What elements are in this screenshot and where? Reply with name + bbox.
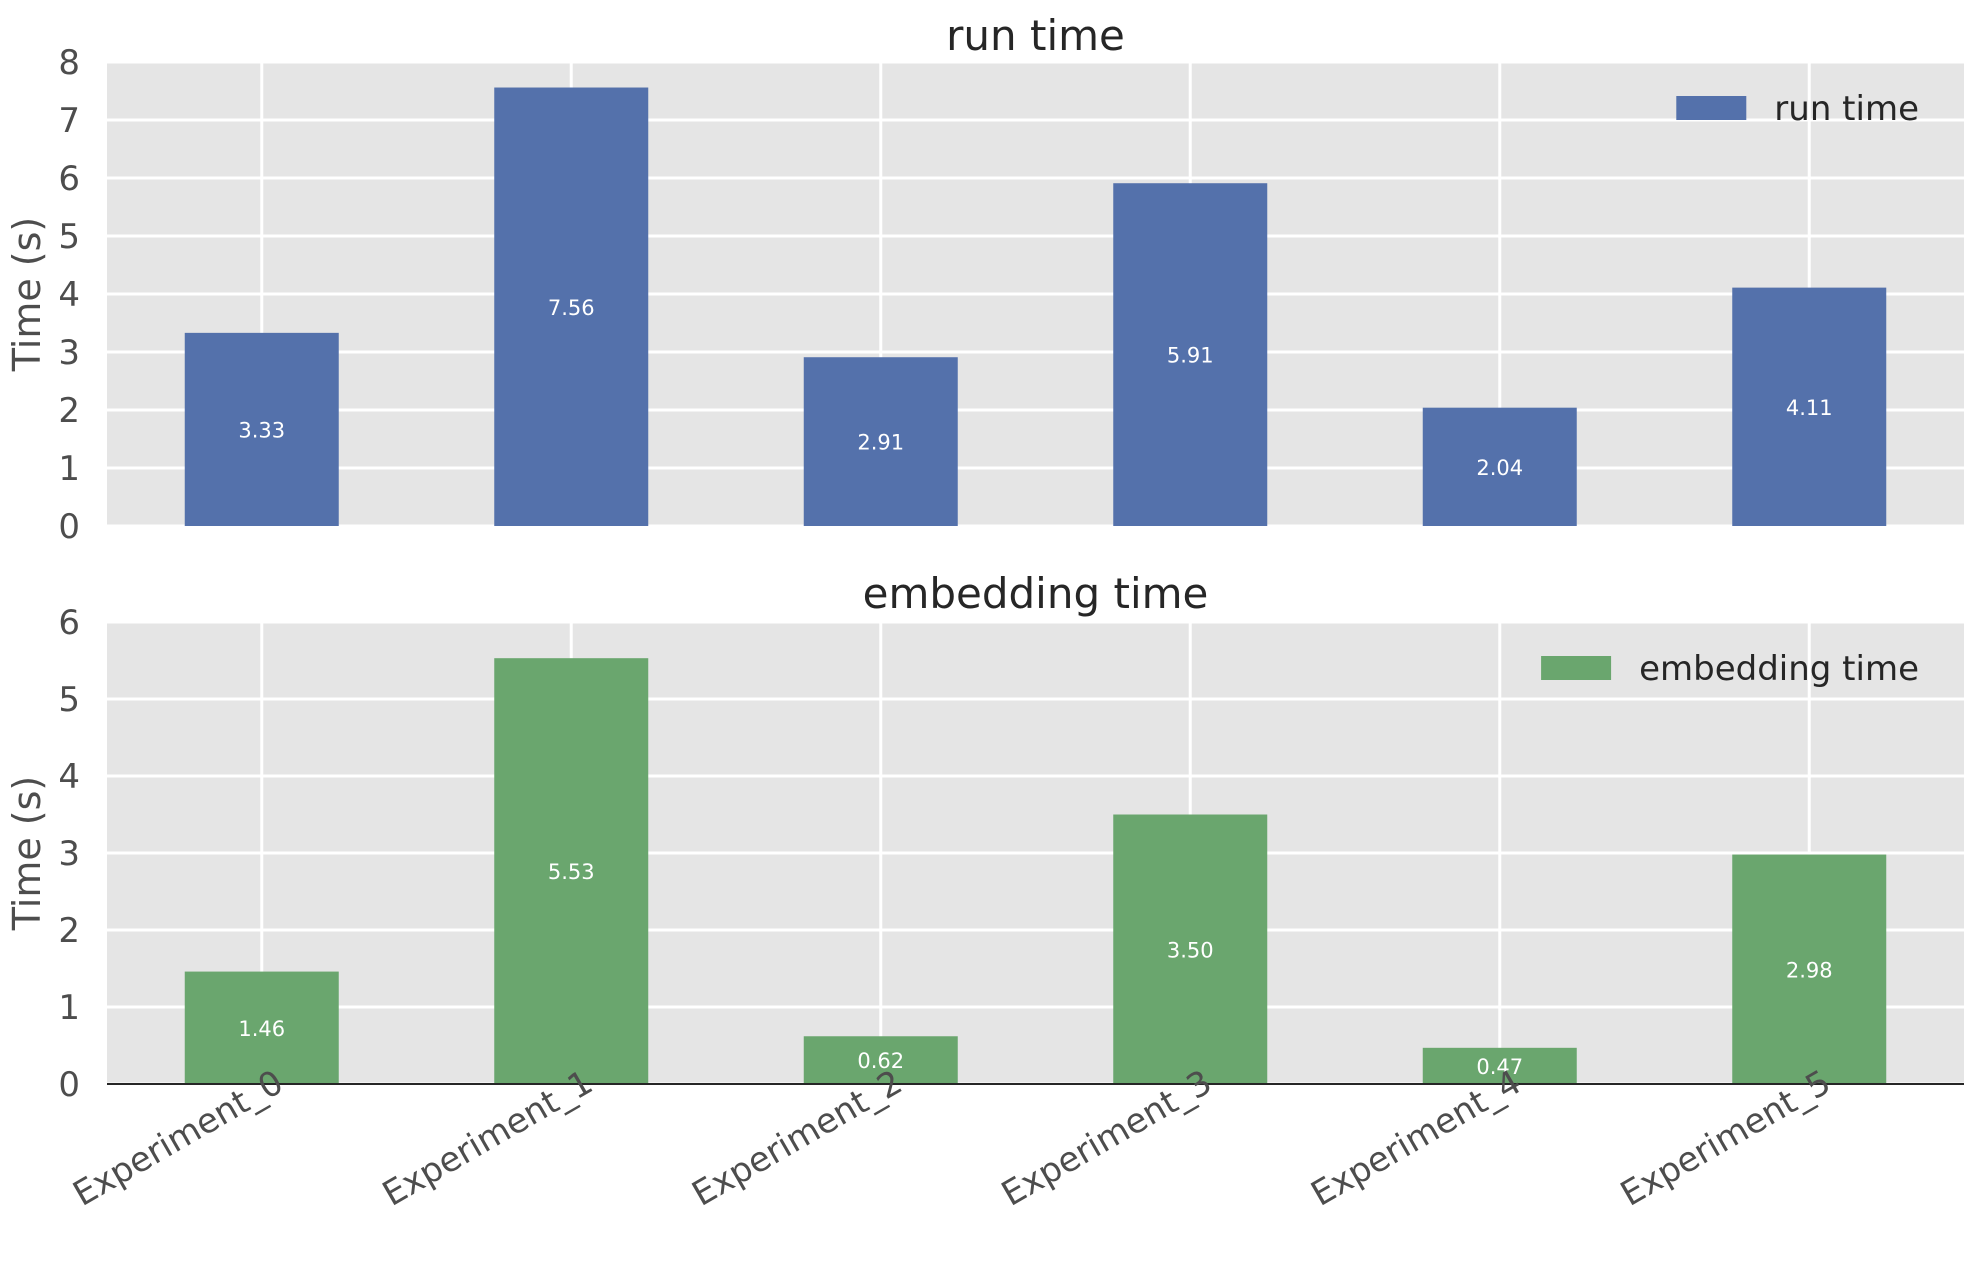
y-tick-label-0-5: 5 <box>58 217 80 257</box>
y-tick-label-1-2: 2 <box>58 911 80 951</box>
bar-value-label-0-3: 5.91 <box>1167 344 1214 368</box>
legend-label-1: embedding time <box>1639 649 1919 689</box>
bar-value-label-0-5: 4.11 <box>1786 396 1833 420</box>
bar-1-2 <box>803 1036 958 1084</box>
bar-value-label-1-5: 2.98 <box>1786 958 1833 982</box>
bar-value-label-0-2: 2.91 <box>857 431 904 455</box>
bar-1-0 <box>184 971 339 1084</box>
y-tick-label-0-4: 4 <box>58 275 80 315</box>
y-tick-label-1-6: 6 <box>58 603 80 643</box>
bar-value-label-0-4: 2.04 <box>1476 456 1523 480</box>
bar-value-label-0-0: 3.33 <box>238 418 285 442</box>
y-tick-label-1-5: 5 <box>58 680 80 720</box>
y-tick-label-1-1: 1 <box>58 988 80 1028</box>
bar-1-1 <box>494 658 649 1084</box>
bar-0-2 <box>803 357 958 526</box>
panel-title-0: run time <box>946 11 1125 60</box>
legend-label-0: run time <box>1774 89 1919 129</box>
bar-1-3 <box>1113 814 1268 1084</box>
legend-swatch-0 <box>1676 96 1747 120</box>
y-tick-label-0-1: 1 <box>58 449 80 489</box>
y-axis-label-1: Time (s) <box>5 776 49 932</box>
y-axis-label-0: Time (s) <box>5 217 49 373</box>
y-tick-label-1-3: 3 <box>58 834 80 874</box>
bar-0-5 <box>1732 287 1887 526</box>
bar-0-4 <box>1422 407 1577 526</box>
y-tick-label-0-3: 3 <box>58 333 80 373</box>
bar-0-3 <box>1113 183 1268 526</box>
y-tick-label-1-0: 0 <box>58 1065 80 1105</box>
y-tick-label-1-4: 4 <box>58 757 80 797</box>
bar-1-4 <box>1422 1047 1577 1084</box>
y-tick-label-0-6: 6 <box>58 159 80 199</box>
y-tick-label-0-7: 7 <box>58 101 80 141</box>
bar-value-label-1-2: 0.62 <box>857 1049 904 1073</box>
legend-swatch-1 <box>1541 656 1612 680</box>
panel-title-1: embedding time <box>863 569 1209 618</box>
y-tick-label-0-8: 8 <box>58 43 80 83</box>
bar-value-label-1-3: 3.50 <box>1167 938 1214 962</box>
bar-0-1 <box>494 87 649 527</box>
y-tick-label-0-2: 2 <box>58 391 80 431</box>
bar-value-label-0-1: 7.56 <box>548 296 595 320</box>
bar-1-5 <box>1732 854 1887 1084</box>
y-tick-label-0-0: 0 <box>58 507 80 547</box>
bar-value-label-1-1: 5.53 <box>548 860 595 884</box>
bar-0-0 <box>184 332 339 526</box>
bar-value-label-1-4: 0.47 <box>1476 1055 1523 1079</box>
bar-value-label-1-0: 1.46 <box>238 1017 285 1041</box>
